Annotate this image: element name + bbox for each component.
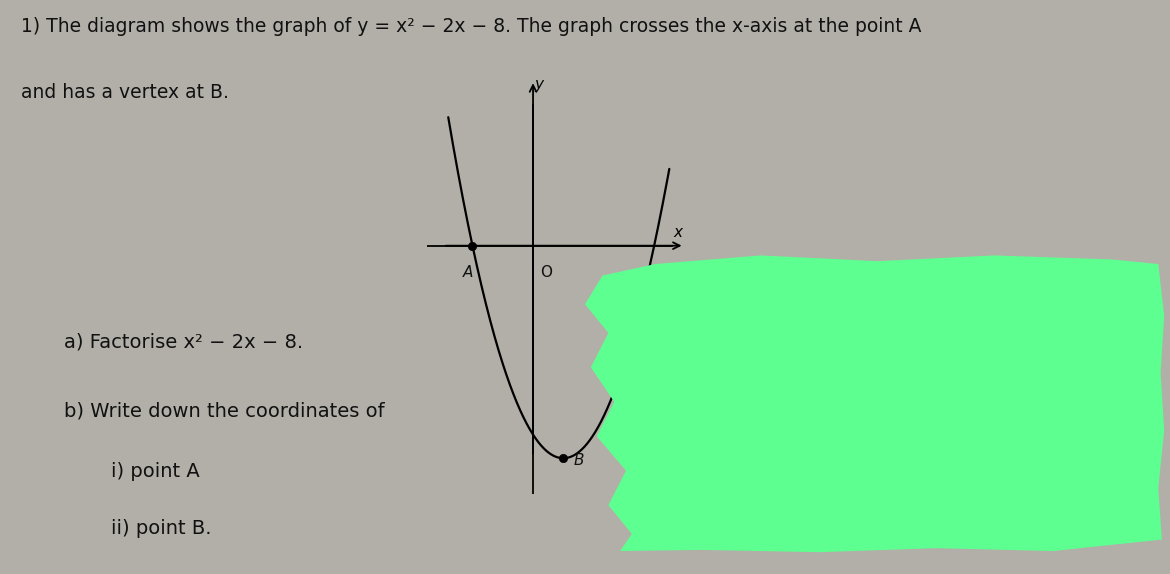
Text: x: x — [674, 225, 683, 240]
Text: i) point A: i) point A — [111, 462, 200, 481]
Text: y: y — [534, 77, 543, 92]
Text: A: A — [463, 265, 473, 280]
Text: B: B — [574, 453, 585, 468]
Text: O: O — [539, 265, 552, 280]
Text: a) Factorise x² − 2x − 8.: a) Factorise x² − 2x − 8. — [64, 333, 303, 352]
Text: and has a vertex at B.: and has a vertex at B. — [21, 83, 229, 102]
Text: 1) The diagram shows the graph of y = x² − 2x − 8. The graph crosses the x-axis : 1) The diagram shows the graph of y = x²… — [21, 17, 922, 36]
Text: b) Write down the coordinates of: b) Write down the coordinates of — [64, 402, 385, 421]
Text: ii) point B.: ii) point B. — [111, 519, 212, 538]
